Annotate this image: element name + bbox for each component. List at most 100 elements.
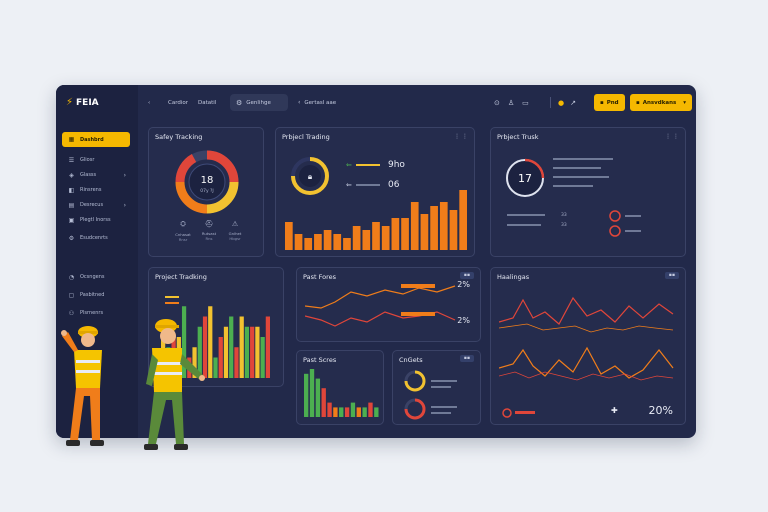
bar	[333, 234, 342, 250]
bar	[239, 316, 244, 378]
card-menu-button[interactable]: ▪▪	[459, 355, 474, 362]
sidebar-item-5[interactable]: ▣ Plegtl Inorss	[62, 213, 130, 227]
sidebar-item-4[interactable]: ▤ Desrecus ›	[62, 198, 130, 212]
past-scres-bars	[304, 369, 379, 417]
share-icon[interactable]: ↗	[570, 98, 576, 107]
gauge-segment-red	[206, 150, 239, 183]
safety-tracking-card: Safey Tracking 18 07y ?J ⛭ Cnhasat Rnsr ⛑ Ru…	[148, 127, 264, 257]
health-percent: 20%	[648, 404, 673, 417]
bar	[350, 402, 356, 417]
sidebar-item-label: Rinsrens	[80, 187, 102, 193]
sidebar-item-label: Desrecus	[80, 202, 104, 208]
bar	[343, 238, 351, 250]
bar	[304, 373, 309, 417]
bar	[362, 230, 371, 250]
nav-link-2[interactable]: Datatil	[198, 99, 217, 106]
toolbar-icons-2: ● ↗	[558, 94, 576, 111]
warning-icon: ⚠	[231, 220, 239, 228]
bell-icon[interactable]: ●	[558, 98, 565, 107]
safety-stat-label: Gnlhet	[228, 231, 242, 236]
project-bar-chart	[285, 190, 467, 250]
sidebar-item-label: Glasss	[80, 172, 97, 178]
bar	[202, 316, 208, 378]
sidebar-item-7[interactable]: ◔ Ocsngens	[62, 270, 130, 284]
tab-other[interactable]: ‹ Gertasl aae	[298, 99, 337, 106]
bar	[449, 210, 458, 250]
bar	[244, 326, 250, 378]
sidebar-item-6[interactable]: ⚙ Esudcenrts	[62, 231, 130, 245]
sidebar-item-2[interactable]: ◈ Glasss ›	[62, 168, 130, 182]
nav-link-1[interactable]: Cardior	[168, 99, 189, 106]
sidebar-item-label: Plegtl Inorss	[80, 217, 111, 223]
tab-active[interactable]: ⚙ Genlihge	[230, 94, 288, 111]
ring-value: 17	[518, 172, 532, 185]
bar	[250, 326, 255, 378]
sidebar-item-1[interactable]: ☰ Gliosr	[62, 153, 130, 167]
bar	[410, 202, 419, 250]
logo-icon: ⚡	[66, 97, 74, 108]
bar	[420, 214, 429, 250]
stat-1: 9ho	[388, 160, 405, 170]
search-icon[interactable]: ⊙	[494, 98, 500, 107]
card-menu-button[interactable]: ▪▪	[664, 272, 679, 279]
bar	[374, 407, 379, 417]
chevron-right-icon: ›	[123, 171, 126, 179]
legend-swatch	[165, 302, 179, 304]
primary-button[interactable]: ▪ Pnd	[594, 94, 625, 111]
back-icon[interactable]: ‹	[148, 99, 151, 106]
menu-icon[interactable]: ⋮ ⋮	[665, 133, 679, 140]
bar	[339, 407, 344, 417]
sidebar: ⚡ FEIA ▦ Dashbrd ☰ Gliosr ◈ Glasss › ◧ Rinsrens ▤…	[56, 85, 138, 438]
analytics-button[interactable]: ▪ Ansvdkans ▾	[630, 94, 692, 111]
chevron-down-icon: ▾	[683, 99, 686, 106]
card-title: Past Scres	[303, 356, 337, 364]
menu-icon[interactable]: ⋮ ⋮	[454, 133, 468, 140]
safety-stat-1: ⛑ Rutsast Rns	[197, 220, 221, 241]
users-icon: ⚇	[68, 309, 75, 317]
safety-stat-sub: Rnsr	[178, 237, 188, 242]
card-menu-button[interactable]: ▪▪	[459, 272, 474, 279]
card-title: Project Tradking	[155, 273, 207, 281]
bar	[314, 234, 322, 250]
truck-ring: 17	[506, 158, 545, 197]
safety-stat-label: Cnhasat	[175, 232, 191, 237]
card-title: CnGets	[399, 356, 423, 364]
sidebar-item-label: Dashbrd	[80, 136, 104, 143]
chevron-right-icon: ›	[123, 201, 126, 209]
calendar-icon[interactable]: ▭	[522, 98, 529, 107]
tag-icon: ◈	[69, 171, 74, 179]
sidebar-item-9[interactable]: ⚇ Plsrnenrs	[62, 306, 130, 320]
bar	[362, 407, 367, 417]
card-title: Haalingas	[497, 273, 530, 281]
bar	[234, 347, 239, 378]
app-logo[interactable]: ⚡ FEIA	[66, 97, 99, 108]
bar	[321, 388, 326, 417]
bar	[333, 407, 338, 417]
gauge-segment-orange	[175, 181, 208, 214]
bar	[391, 218, 400, 250]
arrow-icon: ⇐	[346, 161, 352, 169]
sidebar-item-8[interactable]: ▢ Pasbitned	[62, 288, 130, 302]
bar	[381, 226, 390, 250]
truck-lines	[507, 158, 641, 237]
bar	[430, 206, 438, 250]
plus-icon[interactable]: ✚	[611, 406, 618, 415]
card-title: Past Fores	[303, 273, 337, 281]
gear-icon: ⛭	[180, 220, 186, 228]
gauge-segment-yellow	[206, 181, 239, 214]
bar	[401, 218, 409, 250]
worker-illustration-2	[144, 319, 205, 450]
bar	[315, 378, 321, 417]
helmet-icon: ⛑	[204, 220, 214, 228]
bar	[459, 190, 467, 250]
past-scres-card: Past Scres	[296, 350, 384, 425]
cngets-card: CnGets ▪▪	[392, 350, 481, 425]
sidebar-item-3[interactable]: ◧ Rinsrens	[62, 183, 130, 197]
bar	[197, 326, 202, 378]
bar	[439, 202, 448, 250]
app-name: FEIA	[76, 97, 99, 108]
sidebar-item-0[interactable]: ▦ Dashbrd	[62, 132, 130, 147]
gauge-segment-red-2	[175, 154, 197, 183]
user-icon[interactable]: ♙	[507, 98, 515, 107]
box-icon: ▢	[68, 291, 75, 299]
